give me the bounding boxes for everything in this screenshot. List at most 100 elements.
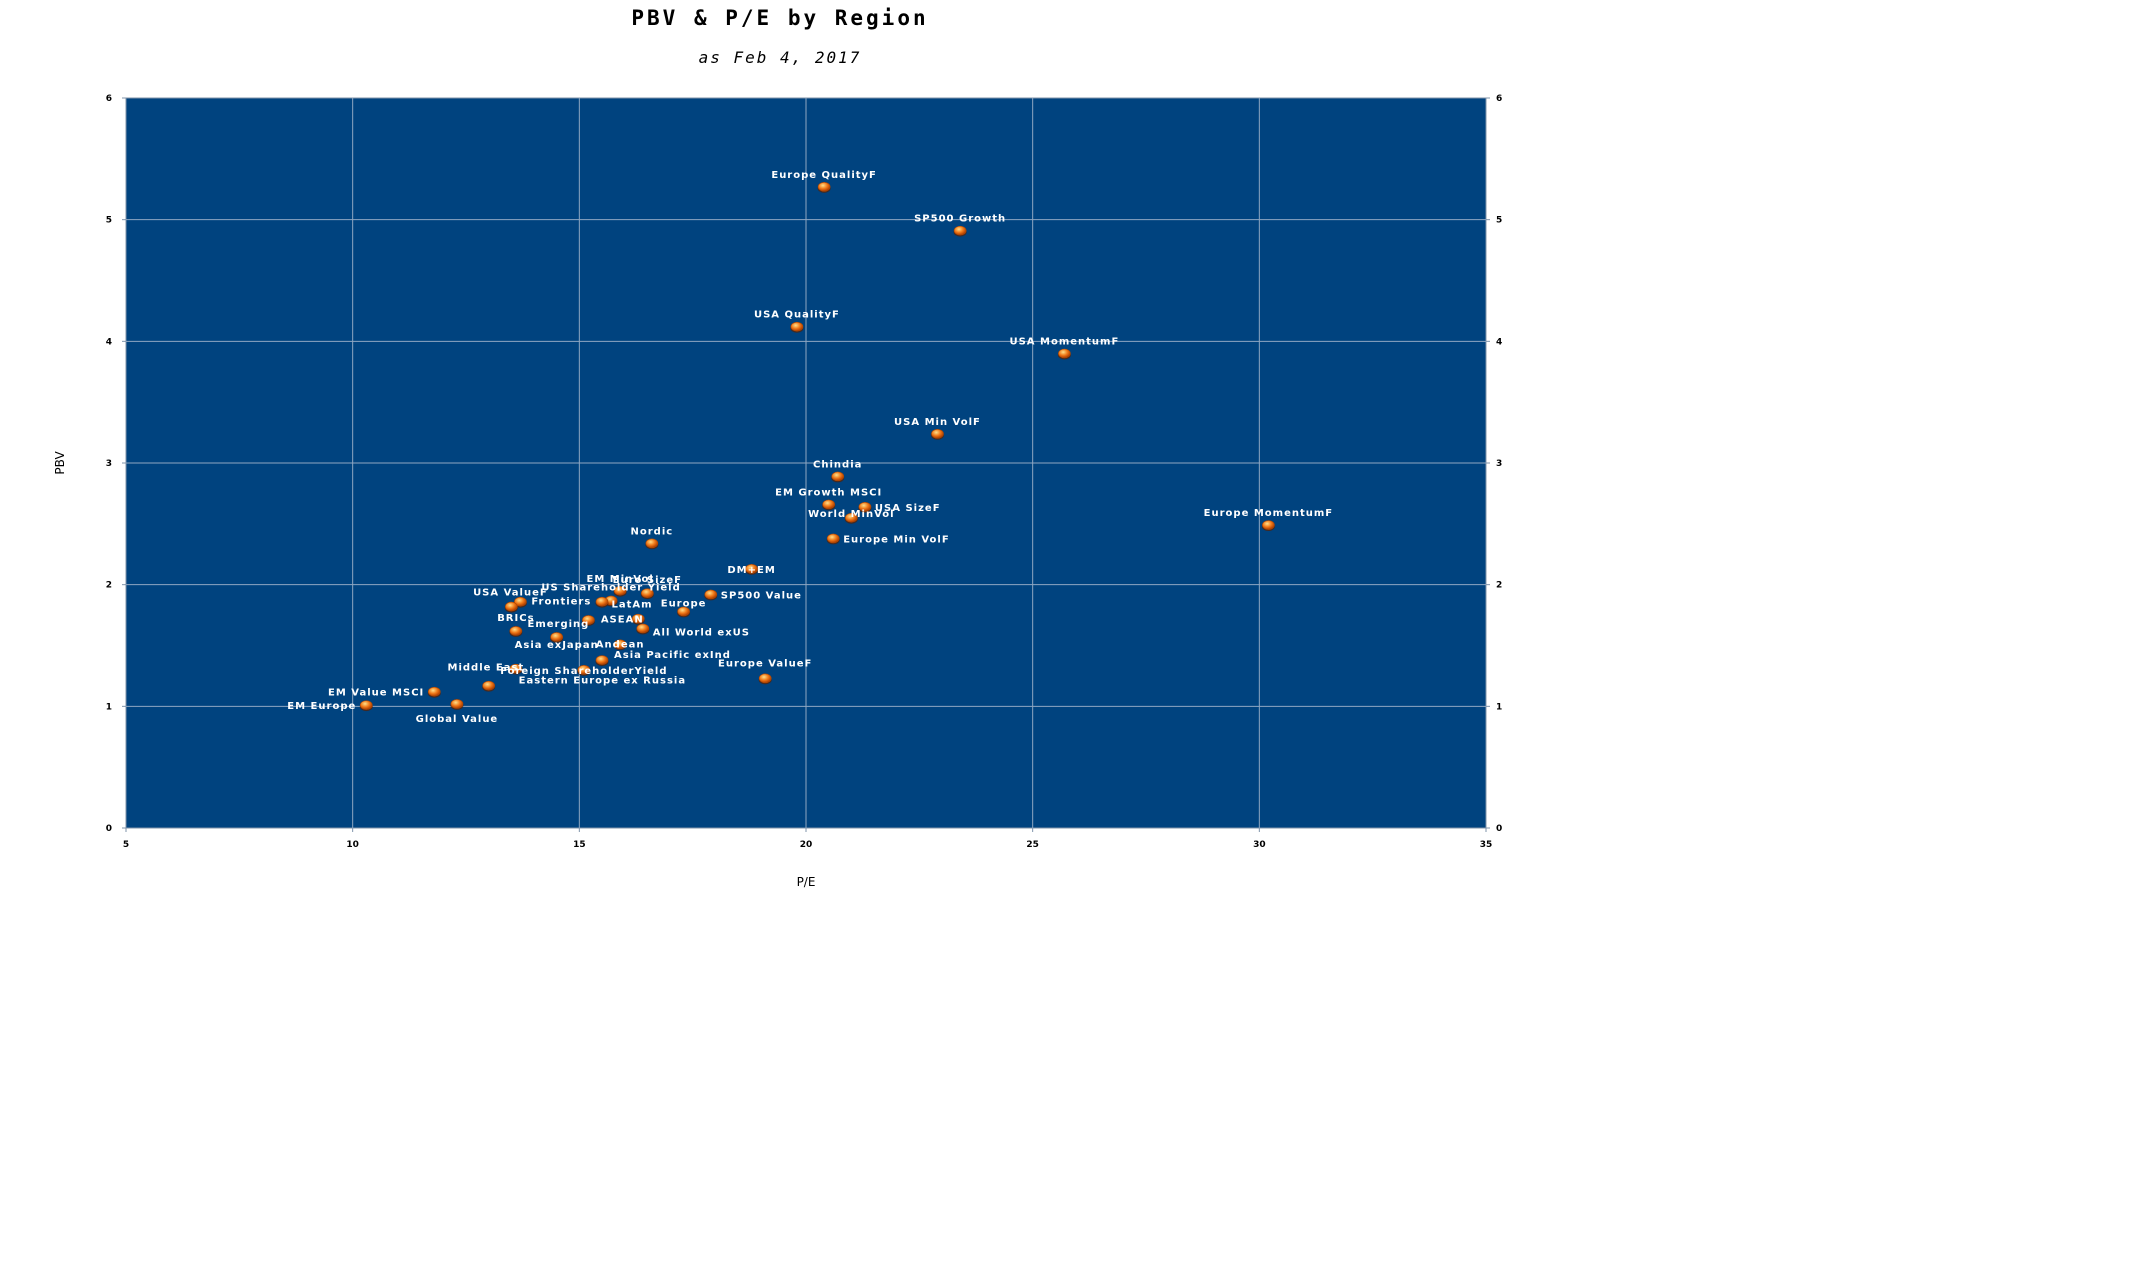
data-point-marker: [953, 225, 967, 236]
data-point-label: EM Value MSCI: [328, 688, 424, 699]
data-point-marker: [631, 613, 645, 624]
data-point-marker: [577, 665, 591, 675]
data-point-marker: [509, 663, 523, 674]
data-point-marker: [595, 655, 609, 665]
data-point-label: USA MomentumF: [1009, 337, 1119, 348]
data-point-label: Chindia: [813, 459, 862, 470]
axis-ticks: 5 10 15 20 25 30 350 01 12 23 34 45 56 6: [106, 94, 1503, 850]
data-point-marker: [550, 632, 563, 642]
data-point-label: Europe MomentumF: [1204, 508, 1333, 519]
data-point-marker: [831, 471, 845, 482]
x-axis-label: P/E: [797, 875, 816, 889]
data-point-marker: [613, 585, 627, 596]
data-point: [427, 686, 441, 698]
data-point: [704, 589, 718, 601]
data-point-marker: [359, 700, 373, 710]
data-point-label: EM MinVol: [587, 574, 654, 585]
x-tick-label: 25: [1026, 840, 1039, 850]
data-point-label: Global Value: [416, 714, 499, 725]
data-point: [930, 428, 944, 440]
data-point-label: Europe ValueF: [718, 658, 812, 669]
y-tick-label-left: 6: [106, 94, 112, 104]
data-point-marker: [931, 428, 944, 439]
data-point-label: USA Min VolF: [894, 417, 981, 428]
data-point-label: Asia Pacific exInd: [614, 650, 731, 661]
data-point-marker: [645, 538, 659, 549]
data-point: [677, 606, 691, 618]
chart-title: PBV & P/E by Region: [631, 6, 929, 30]
data-point-label: Middle East: [448, 663, 525, 674]
data-point-label: USA ValueF: [473, 588, 548, 599]
data-point-label: Emerging: [527, 619, 589, 630]
data-point: [645, 538, 659, 550]
data-point: [822, 499, 836, 511]
data-point-marker: [758, 673, 772, 684]
data-point-marker: [845, 512, 858, 523]
data-point: [577, 665, 591, 676]
data-point-label: DM+EM: [727, 565, 775, 576]
data-point-marker: [450, 699, 464, 709]
y-tick-label-right: 4: [1496, 337, 1502, 347]
y-tick-label-right: 5: [1496, 216, 1502, 226]
data-point-label: BRICs: [497, 613, 534, 624]
data-point-marker: [790, 321, 804, 332]
data-labels: Europe QualityF SP500 Growth USA QualityF U…: [287, 170, 1333, 725]
data-point-marker: [427, 686, 441, 697]
scatter-chart: 5 10 15 20 25 30 350 01 12 23 34 45 56 6 P/E PBV Euro…: [53, 94, 1503, 889]
data-point-marker: [509, 626, 523, 636]
grid: [126, 98, 1486, 828]
data-point-marker: [817, 182, 831, 192]
data-point-label: USA QualityF: [754, 310, 840, 321]
data-point-label: LatAm: [611, 600, 652, 611]
data-point-label: Europe QualityF: [771, 170, 877, 181]
data-point-marker: [582, 615, 595, 625]
data-point: [636, 623, 650, 635]
y-tick-label-left: 2: [106, 581, 112, 591]
data-point: [640, 588, 654, 600]
data-point-label: ASEAN: [601, 615, 644, 626]
chart-subtitle: as Feb 4, 2017: [698, 48, 862, 67]
data-point: [758, 673, 772, 685]
data-point: [831, 471, 845, 483]
data-point: [550, 632, 564, 643]
data-point: [509, 663, 523, 675]
x-tick-label: 5: [123, 840, 129, 850]
data-point-marker: [505, 601, 518, 612]
data-point-label: SP500 Value: [721, 590, 802, 601]
data-point-label: Europe: [661, 598, 707, 609]
data-point-marker: [613, 639, 627, 650]
data-point: [613, 585, 627, 597]
y-tick-label-right: 3: [1496, 459, 1502, 469]
y-tick-label-left: 0: [106, 824, 112, 834]
y-tick-label-right: 6: [1496, 94, 1502, 104]
data-point: [817, 182, 831, 193]
data-point: [745, 564, 759, 575]
x-tick-label: 30: [1253, 840, 1266, 850]
data-point-label: Nordic: [631, 526, 674, 537]
data-point-label: SP500 Growth: [914, 214, 1006, 225]
data-point-label: Asia exJapan: [515, 640, 599, 651]
data-points: [359, 182, 1275, 712]
data-point-label: Foreign ShareholderYield: [500, 666, 667, 677]
data-point-marker: [641, 588, 654, 598]
x-tick-label: 20: [800, 840, 813, 850]
y-tick-label-right: 2: [1496, 581, 1502, 591]
data-point-marker: [1058, 348, 1071, 359]
data-point: [631, 613, 645, 625]
data-point-marker: [636, 623, 650, 634]
data-point-marker: [595, 596, 609, 607]
data-point-label: Andean: [596, 639, 645, 650]
data-point: [613, 639, 627, 651]
data-point: [790, 321, 804, 333]
data-point-marker: [482, 680, 495, 691]
y-tick-label-right: 0: [1496, 824, 1502, 834]
data-point: [1261, 520, 1275, 532]
x-tick-label: 35: [1480, 840, 1493, 850]
data-point: [450, 699, 464, 710]
data-point-marker: [514, 596, 527, 607]
data-point-marker: [745, 564, 758, 574]
y-tick-label-left: 5: [106, 216, 112, 226]
y-tick-label-left: 4: [106, 337, 112, 347]
data-point-marker: [677, 606, 690, 617]
data-point: [504, 601, 518, 613]
